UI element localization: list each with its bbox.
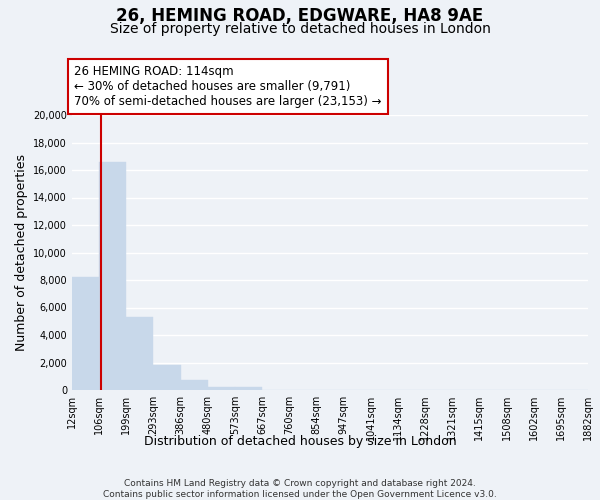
Text: 26 HEMING ROAD: 114sqm
← 30% of detached houses are smaller (9,791)
70% of semi-: 26 HEMING ROAD: 114sqm ← 30% of detached… [74,65,382,108]
Text: Size of property relative to detached houses in London: Size of property relative to detached ho… [110,22,490,36]
Y-axis label: Number of detached properties: Number of detached properties [15,154,28,351]
Text: 26, HEMING ROAD, EDGWARE, HA8 9AE: 26, HEMING ROAD, EDGWARE, HA8 9AE [116,8,484,26]
Bar [154,365,181,390]
Bar [181,380,208,390]
Bar [99,162,127,390]
Text: Distribution of detached houses by size in London: Distribution of detached houses by size … [143,435,457,448]
Text: Contains HM Land Registry data © Crown copyright and database right 2024.: Contains HM Land Registry data © Crown c… [124,479,476,488]
Bar [72,277,99,390]
Bar [235,386,262,390]
Text: Contains public sector information licensed under the Open Government Licence v3: Contains public sector information licen… [103,490,497,499]
Bar [208,386,235,390]
Bar [127,317,154,390]
